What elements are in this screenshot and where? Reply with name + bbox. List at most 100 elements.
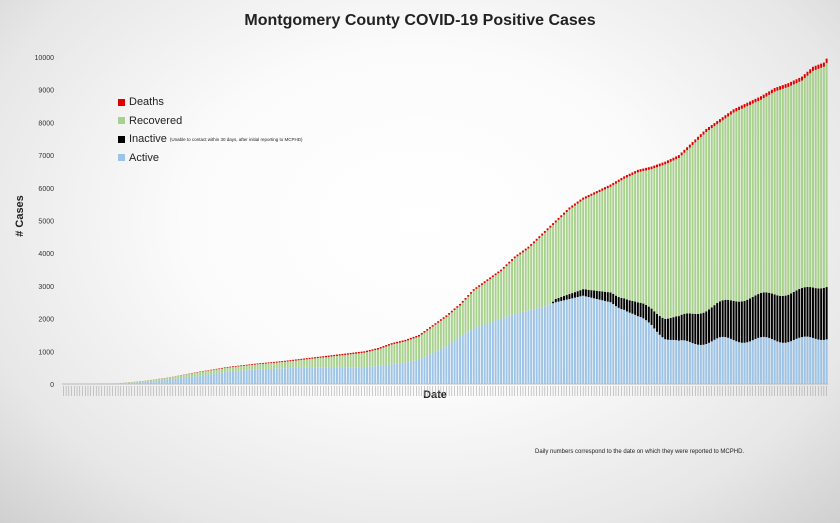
bar-deaths [423,331,426,333]
bar-inactive [593,290,596,299]
bar-deaths [762,94,765,99]
bar-recovered [491,277,494,322]
bar-recovered [207,370,210,375]
bar-active [792,339,795,384]
bar-deaths [292,359,295,361]
bar-recovered [338,355,341,368]
bar-active [601,300,604,384]
bar-active [248,370,251,384]
bar-deaths [439,319,442,321]
bar-recovered [759,99,762,294]
bar-inactive [691,313,694,344]
bar-deaths [809,69,812,74]
bar-active [628,312,631,384]
bar-inactive [669,317,672,340]
bar-deaths [532,241,535,244]
bar-inactive [601,291,604,301]
bar-active [330,367,333,384]
bar-deaths [773,88,776,92]
bar-deaths [677,155,680,158]
bar-active [486,323,489,384]
bar-recovered [743,107,746,301]
bar-active [491,321,494,384]
bar-recovered [779,89,782,296]
bar-active [749,341,752,384]
bar-active [798,337,801,384]
bar-inactive [787,294,790,343]
bar-recovered [604,189,607,292]
bar-active [439,349,442,384]
bar-active [368,366,371,384]
bar-deaths [587,194,590,198]
bar-deaths [486,279,489,282]
bar-recovered [762,98,765,293]
bar-active [355,367,358,384]
bar-deaths [620,177,623,181]
bar-recovered [795,83,798,291]
bar-active [478,326,481,384]
bar-active [294,367,297,384]
bar-recovered [190,373,193,377]
bar-inactive [762,292,765,337]
bar-recovered [513,258,516,314]
bar-recovered [281,362,284,369]
bar-inactive [639,302,642,318]
bar-recovered [177,375,180,379]
bar-recovered [152,379,155,382]
bar-deaths [297,359,300,361]
bar-deaths [374,348,377,351]
bar-inactive [803,287,806,337]
bar-recovered [568,209,571,295]
bar-inactive [705,311,708,345]
bar-active [409,361,412,384]
bar-active [308,367,311,384]
bar-recovered [401,342,404,364]
bar-active [316,367,319,384]
bar-inactive [710,307,713,342]
bar-active [122,383,125,384]
bar-active [234,371,237,384]
bar-deaths [223,367,226,369]
bar-active [428,354,431,384]
bar-deaths [636,169,639,173]
bar-recovered [193,372,196,377]
bar-inactive [708,309,710,343]
bar-deaths [404,339,407,342]
bar-recovered [480,284,483,326]
bar-active [387,364,390,384]
bar-deaths [666,160,669,164]
bar-active [412,360,415,384]
bar-active [502,317,505,384]
bar-deaths [669,159,672,162]
bar-deaths [210,369,213,371]
bar-recovered [770,93,773,294]
bar-deaths [738,106,741,111]
bar-inactive [716,303,719,339]
bar-deaths [740,105,743,109]
bar-active [535,308,538,384]
bar-active [751,340,754,384]
bar-active [371,366,374,384]
bar-recovered [166,377,169,380]
bar-active [765,337,768,384]
bar-active [636,316,639,384]
bar-active [289,367,292,384]
bar-deaths [560,215,563,218]
bar-recovered [201,371,204,376]
bar-active [407,362,410,384]
bar-active [283,368,286,384]
bar-active [568,298,571,384]
bar-inactive [694,313,697,344]
bar-inactive [554,298,557,303]
bar-deaths [281,361,284,363]
bar-active [593,298,596,384]
bar-active [686,340,689,384]
bars-group [95,58,828,384]
bar-active [177,378,180,384]
bar-active [445,346,448,384]
bar-inactive [806,286,809,337]
bar-deaths [549,225,552,228]
bar-recovered [352,353,355,368]
bar-inactive [718,301,721,338]
